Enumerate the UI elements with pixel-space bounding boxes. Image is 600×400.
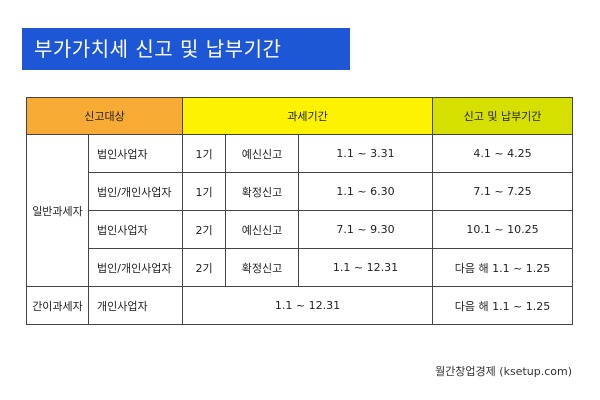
report-type: 확정신고 [225,248,300,287]
filing-deadline: 7.1 ~ 7.25 [432,172,574,211]
table-row: 간이과세자 개인사업자 1.1 ~ 12.31 다음 해 1.1 ~ 1.25 [26,286,574,325]
header-deadline: 신고 및 납부기간 [432,97,574,135]
filing-deadline: 다음 해 1.1 ~ 1.25 [432,286,574,325]
page-title: 부가가치세 신고 및 납부기간 [22,28,350,70]
term: 2기 [182,210,227,249]
tax-schedule-table: 신고대상 과세기간 신고 및 납부기간 일반과세자 법인사업자 1기 예신신고 … [25,97,574,325]
filing-deadline: 4.1 ~ 4.25 [432,134,574,173]
table-row: 일반과세자 법인사업자 1기 예신신고 1.1 ~ 3.31 4.1 ~ 4.2… [26,134,574,287]
tax-period: 1.1 ~ 3.31 [298,134,434,173]
general-taxpayer-label: 일반과세자 [26,134,89,287]
report-type: 확정신고 [225,172,300,211]
business-type: 법인사업자 [87,210,184,249]
filing-deadline: 다음 해 1.1 ~ 1.25 [432,248,574,287]
business-type: 법인/개인사업자 [87,248,184,287]
tax-period: 1.1 ~ 6.30 [298,172,434,211]
report-type: 예신신고 [225,134,300,173]
term: 1기 [182,172,227,211]
header-period: 과세기간 [182,97,434,135]
source-credit: 월간창업경제 (ksetup.com) [435,365,572,378]
table-row: 법인/개인사업자 2기 확정신고 1.1 ~ 12.31 다음 해 1.1 ~ … [27,248,574,287]
report-type: 예신신고 [225,210,300,249]
term: 2기 [182,248,227,287]
table-header-row: 신고대상 과세기간 신고 및 납부기간 [25,97,574,135]
business-type: 법인/개인사업자 [87,172,184,211]
simple-taxpayer-label: 간이과세자 [26,286,89,325]
filing-deadline: 10.1 ~ 10.25 [432,210,574,249]
business-type: 개인사업자 [87,286,184,325]
tax-period: 1.1 ~ 12.31 [298,248,434,287]
business-type: 법인사업자 [87,134,184,173]
term: 1기 [182,134,227,173]
table-row: 법인사업자 2기 예신신고 7.1 ~ 9.30 10.1 ~ 10.25 [27,210,574,249]
header-target: 신고대상 [25,97,184,135]
tax-period: 1.1 ~ 12.31 [182,286,434,325]
table-row: 법인/개인사업자 1기 확정신고 1.1 ~ 6.30 7.1 ~ 7.25 [27,172,574,211]
tax-period: 7.1 ~ 9.30 [298,210,434,249]
